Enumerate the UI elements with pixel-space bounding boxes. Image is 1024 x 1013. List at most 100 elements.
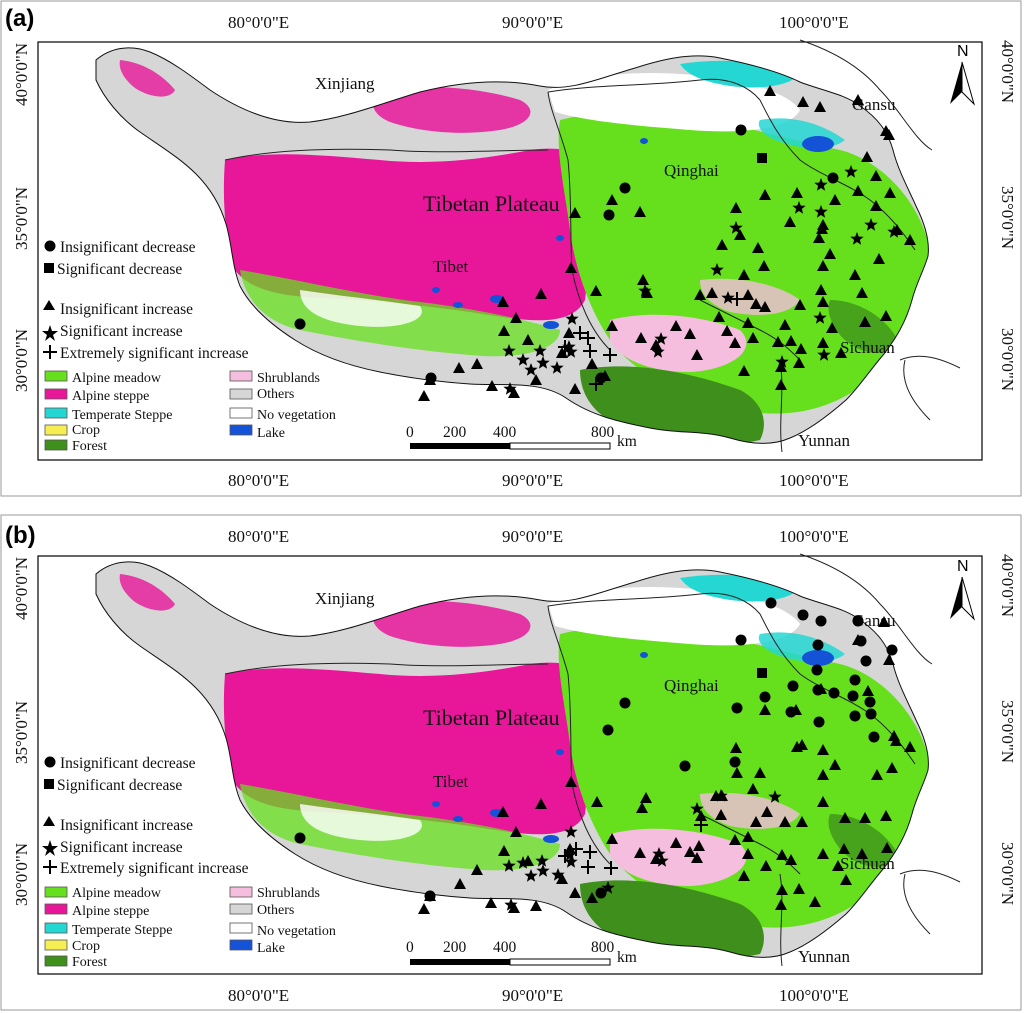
station-circle-icon [811, 664, 823, 676]
station-triangle-icon [606, 320, 618, 331]
station-plus-icon [581, 331, 595, 345]
station-triangle-icon [695, 810, 707, 821]
panel-label: (a) [5, 5, 34, 32]
trend-legend: Insignificant decrease Significant decre… [42, 239, 249, 362]
legend-label: Insignificant decrease [60, 755, 196, 772]
station-star-icon [655, 854, 669, 867]
legend-label: Extremely significant increase [60, 345, 249, 362]
station-plus-icon [558, 849, 572, 863]
station-circle-icon [731, 702, 743, 714]
legend-label: Lake [257, 941, 285, 956]
station-triangle-icon [776, 849, 788, 860]
station-triangle-icon [650, 339, 662, 350]
station-circle-icon [759, 691, 771, 703]
station-triangle-icon [497, 296, 509, 307]
station-triangle-icon [817, 848, 829, 859]
station-star-icon [533, 344, 547, 357]
lat-label-right: 35°0'0"N [998, 700, 1017, 763]
station-triangle-icon [817, 796, 829, 807]
legend-plus-icon [43, 345, 57, 359]
legend-star-icon [42, 325, 58, 341]
lat-label-left: 40°0'0"N [12, 557, 31, 620]
station-circle-icon [294, 318, 306, 330]
station-triangle-icon [817, 337, 829, 348]
station-triangle-icon [471, 358, 483, 369]
station-star-icon [564, 825, 578, 838]
vegetation-legend: Alpine meadow Alpine steppe Temperate St… [44, 886, 336, 970]
station-triangle-icon [754, 767, 766, 778]
station-star-icon [714, 789, 728, 802]
scale-tick: 400 [493, 939, 517, 956]
scale-tick: 800 [591, 424, 615, 441]
station-triangle-icon [873, 253, 885, 264]
scale-segment [509, 958, 611, 966]
station-circle-icon [812, 684, 824, 696]
station-circle-icon [785, 706, 797, 718]
station-triangle-icon [729, 834, 741, 845]
legend-circle-icon [44, 240, 56, 252]
lat-label-right: 40°0'0"N [998, 40, 1017, 103]
station-star-icon [651, 345, 665, 358]
station-triangle-icon [824, 248, 836, 259]
station-triangle-icon [750, 298, 762, 309]
swatch-shrublands [229, 886, 253, 898]
station-triangle-icon [817, 260, 829, 271]
station-triangle-icon [878, 616, 890, 627]
station-star-icon [564, 345, 578, 358]
station-star-icon [652, 847, 666, 860]
station-star-icon [535, 854, 549, 867]
station-star-icon [565, 312, 579, 325]
legend-triangle-icon [43, 816, 55, 826]
lon-label-bottom: 90°0'0"E [502, 471, 563, 490]
station-circle-icon [679, 760, 691, 772]
station-star-icon [864, 218, 878, 231]
station-triangle-icon [829, 194, 841, 205]
station-triangle-icon [838, 843, 850, 854]
station-triangle-icon [734, 229, 746, 240]
station-star-icon [775, 355, 789, 368]
station-triangle-icon [883, 654, 895, 665]
station-triangle-icon [590, 285, 602, 296]
station-triangle-icon [738, 365, 750, 376]
station-triangle-icon [684, 846, 696, 857]
station-circle-icon [847, 690, 859, 702]
station-star-icon [503, 382, 517, 395]
station-star-icon [550, 361, 564, 374]
station-circle-icon [787, 680, 799, 692]
legend-star-icon [42, 840, 58, 856]
legend-label: Shrublands [257, 886, 320, 901]
station-triangle-icon [586, 358, 598, 369]
swatch-temperate-steppe [44, 922, 68, 934]
scale-segment [509, 442, 611, 450]
station-triangle-icon [535, 288, 547, 299]
station-triangle-icon [670, 320, 682, 331]
station-triangle-icon [776, 884, 788, 895]
swatch-no-vegetation [229, 407, 253, 419]
station-triangle-icon [904, 741, 916, 752]
station-triangle-icon [586, 892, 598, 903]
station-triangle-icon [637, 274, 649, 285]
station-circle-icon [595, 372, 607, 384]
station-triangle-icon [747, 783, 759, 794]
station-triangle-icon [508, 387, 520, 398]
station-triangle-icon [761, 806, 773, 817]
north-arrow: N [950, 558, 976, 621]
lon-label-top: 90°0'0"E [502, 13, 563, 32]
station-triangle-icon [530, 900, 542, 911]
station-plus-icon [569, 842, 583, 856]
station-triangle-icon [522, 334, 534, 345]
legend-label: Significant increase [60, 839, 183, 856]
swatch-alpine-meadow [44, 886, 68, 898]
station-star-icon [792, 201, 806, 214]
scale-bar: 0 200 400 800 km [406, 939, 637, 966]
station-triangle-icon [750, 816, 762, 827]
station-circle-icon [424, 890, 436, 902]
station-square-icon [757, 668, 767, 678]
swatch-forest [44, 439, 68, 451]
north-arrow-label: N [957, 43, 969, 60]
legend-label: Forest [72, 439, 107, 454]
station-triangle-icon [691, 349, 703, 360]
station-triangle-icon [634, 206, 646, 217]
station-star-icon [654, 332, 668, 345]
